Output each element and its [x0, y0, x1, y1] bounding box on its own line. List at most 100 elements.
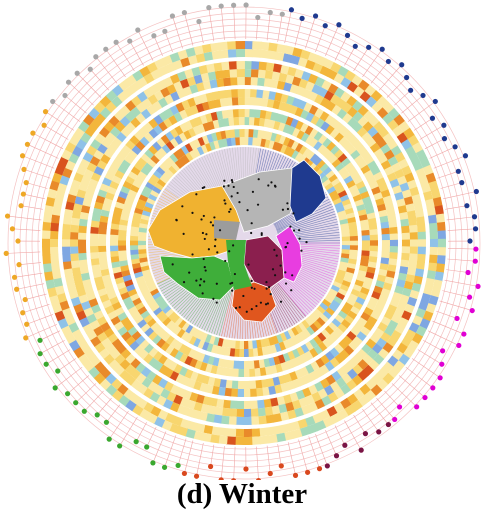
heat-cell — [342, 335, 353, 346]
heat-cell — [309, 153, 319, 164]
leaf-dot — [399, 62, 405, 68]
heat-cell — [165, 168, 175, 178]
heat-cell — [277, 403, 288, 414]
dendrogram-branch — [27, 144, 59, 159]
heat-cell — [91, 263, 101, 272]
heat-cell — [135, 112, 147, 124]
heat-cell — [363, 306, 374, 317]
heat-cell — [356, 316, 368, 327]
dendrogram-branch — [210, 444, 215, 467]
heat-cell — [180, 330, 190, 341]
heat-cell — [326, 292, 336, 301]
dendrogram-branch — [12, 228, 41, 231]
heat-cell — [298, 145, 308, 156]
heat-cell — [125, 121, 137, 133]
heat-cell — [416, 253, 426, 263]
heat-cell — [366, 316, 378, 327]
heat-cell — [134, 301, 145, 311]
heat-cell — [243, 400, 251, 409]
heat-cell — [62, 253, 71, 263]
heat-cell — [120, 264, 130, 272]
heat-cell — [388, 220, 398, 229]
leaf-dot — [52, 385, 58, 391]
heat-cell — [317, 341, 328, 352]
heat-cell — [149, 287, 160, 296]
heat-cell — [99, 214, 109, 223]
heat-cell — [381, 227, 390, 236]
heat-cell — [234, 436, 244, 445]
heat-cell — [304, 415, 316, 427]
dendrogram-branch — [26, 314, 54, 325]
heat-cell — [221, 109, 229, 119]
heat-cell — [134, 334, 146, 346]
heat-cell — [127, 170, 138, 180]
leaf-dot — [43, 361, 49, 367]
heat-cell — [124, 352, 136, 365]
heat-cell — [140, 322, 151, 333]
heat-cell — [426, 270, 436, 281]
heat-cell — [321, 147, 331, 158]
station-dot — [286, 202, 289, 205]
radial-chart — [3, 2, 481, 484]
heat-cell — [159, 301, 169, 311]
heat-cell — [51, 269, 62, 280]
station-dot — [265, 287, 268, 290]
heat-cell — [275, 51, 286, 62]
heat-cell — [339, 194, 350, 203]
heat-cell — [238, 117, 245, 126]
leaf-dot — [312, 13, 319, 19]
station-dot — [212, 297, 215, 300]
station-dot — [191, 211, 194, 214]
heat-cell — [324, 182, 334, 191]
heat-cell — [147, 330, 158, 341]
map-region-southwest — [159, 255, 235, 301]
heat-cell — [255, 387, 264, 397]
heat-cell — [238, 360, 244, 369]
heat-cell — [360, 164, 371, 175]
dendrogram-branch — [19, 262, 41, 265]
heat-cell — [331, 177, 341, 187]
heat-cell — [123, 321, 135, 332]
leaf-dot — [150, 460, 156, 466]
heat-cell — [162, 171, 172, 181]
heat-cell — [90, 219, 100, 228]
heat-cell — [325, 124, 336, 136]
dendrogram-branch — [129, 40, 144, 66]
heat-cell — [313, 131, 324, 142]
leaf-dot — [299, 15, 305, 21]
heat-cell — [341, 240, 350, 246]
heat-cell — [98, 220, 108, 229]
station-dot — [200, 218, 203, 221]
station-dot — [207, 248, 210, 251]
station-dot — [259, 301, 262, 304]
heat-cell — [165, 140, 176, 151]
heat-cell — [279, 332, 288, 342]
heat-cell — [265, 62, 276, 72]
leaf-dot — [376, 429, 382, 435]
heat-cell — [172, 325, 182, 336]
heat-cell — [296, 418, 308, 430]
heat-cell — [117, 164, 128, 174]
leaf-dot — [362, 431, 369, 437]
dendrogram-branch — [39, 330, 61, 341]
heat-cell — [291, 348, 301, 359]
heat-cell — [291, 140, 300, 151]
heat-cell — [253, 368, 261, 377]
heat-cell — [272, 413, 282, 423]
dendrogram-branch — [68, 81, 94, 106]
leaf-dot — [64, 391, 71, 397]
heat-cell — [184, 68, 195, 79]
heat-cell — [308, 347, 319, 358]
heat-cell — [360, 149, 371, 161]
dendrogram-branch — [105, 49, 126, 78]
heat-cell — [62, 260, 72, 270]
leaf-dot — [162, 28, 168, 34]
leaf-dot — [464, 203, 470, 209]
heat-cell — [350, 306, 361, 316]
heat-cell — [337, 190, 348, 199]
heat-cell — [110, 222, 120, 230]
heat-cell — [337, 323, 348, 334]
heat-cell — [49, 294, 60, 306]
heat-cell — [165, 131, 175, 142]
station-dot — [228, 210, 231, 213]
